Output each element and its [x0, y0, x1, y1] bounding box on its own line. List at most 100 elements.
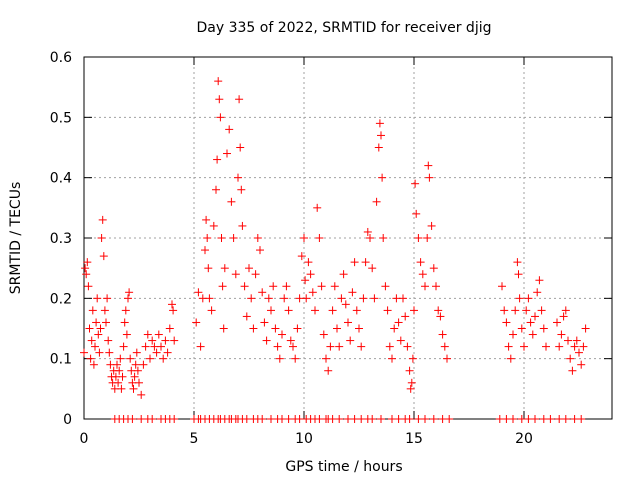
data-point: [333, 324, 341, 333]
data-point: [81, 264, 90, 273]
data-point: [256, 246, 264, 255]
data-point: [361, 258, 370, 267]
data-point: [572, 336, 581, 345]
data-point: [498, 282, 506, 291]
data-point: [227, 197, 236, 206]
zero-data-point: [509, 415, 517, 423]
data-point: [202, 215, 211, 224]
data-point: [135, 378, 143, 387]
data-point: [126, 354, 135, 363]
data-point: [165, 324, 174, 333]
data-point: [313, 203, 322, 212]
data-point: [223, 149, 231, 158]
data-point: [219, 324, 228, 333]
data-point: [414, 234, 423, 242]
data-point: [566, 354, 575, 363]
data-point: [130, 372, 139, 381]
data-point: [401, 312, 410, 321]
data-point: [555, 342, 564, 351]
data-point: [517, 324, 526, 333]
data-point: [350, 258, 359, 267]
data-point: [330, 282, 339, 291]
data-point: [399, 294, 407, 303]
zero-data-point: [258, 415, 267, 423]
data-point: [80, 348, 88, 357]
data-point: [405, 366, 414, 375]
data-point: [388, 354, 396, 363]
data-point: [89, 360, 98, 369]
data-point: [581, 324, 590, 333]
zero-data-point: [128, 415, 137, 423]
data-point: [201, 246, 209, 255]
data-point: [515, 294, 524, 303]
data-point: [129, 384, 138, 393]
data-point: [289, 342, 297, 351]
data-point: [344, 318, 352, 327]
data-point: [559, 312, 568, 321]
data-point: [511, 306, 520, 315]
data-point: [381, 282, 390, 291]
zero-data-point: [368, 415, 377, 423]
data-point: [568, 366, 577, 375]
data-point: [204, 264, 213, 273]
data-point: [412, 209, 421, 218]
data-point: [238, 221, 247, 230]
data-point: [502, 318, 511, 327]
data-point: [539, 324, 548, 333]
data-point: [132, 348, 141, 357]
data-point: [98, 215, 107, 224]
data-point: [372, 197, 381, 206]
data-point: [375, 119, 384, 128]
data-point: [97, 234, 106, 242]
zero-data-point: [561, 415, 570, 423]
data-point: [423, 234, 432, 242]
data-point: [406, 384, 415, 393]
data-point: [131, 360, 140, 369]
data-point: [383, 306, 392, 315]
data-point: [363, 227, 372, 236]
data-point: [513, 258, 522, 267]
data-point: [196, 342, 205, 351]
data-point: [374, 143, 383, 152]
data-point: [418, 270, 427, 279]
data-point: [570, 342, 579, 351]
data-point: [273, 342, 282, 351]
zero-data-point: [405, 415, 414, 423]
data-point: [284, 306, 293, 315]
data-point: [328, 306, 337, 315]
data-point: [203, 234, 212, 242]
data-point: [251, 270, 260, 279]
data-point: [370, 294, 379, 303]
data-point: [95, 348, 104, 357]
zero-data-point: [421, 415, 429, 423]
x-tick-label: 0: [80, 431, 89, 447]
y-tick-label: 0.2: [50, 291, 72, 307]
data-point: [269, 282, 278, 291]
data-point: [322, 354, 330, 363]
data-point: [403, 342, 412, 351]
data-point: [440, 342, 449, 351]
data-point: [100, 306, 109, 315]
data-point: [139, 360, 148, 369]
data-point: [102, 318, 110, 327]
data-point: [159, 354, 168, 363]
data-point: [304, 258, 313, 267]
data-point: [220, 264, 229, 273]
data-point: [122, 330, 131, 339]
data-point: [88, 306, 97, 315]
data-point: [346, 336, 355, 345]
data-point: [231, 270, 240, 279]
data-point: [258, 288, 267, 297]
data-point: [275, 354, 284, 363]
zero-data-point: [335, 415, 344, 423]
data-point: [410, 306, 418, 315]
zero-data-point: [531, 415, 539, 423]
data-point: [300, 234, 308, 242]
data-point: [514, 270, 523, 279]
data-point: [335, 342, 344, 351]
data-point: [120, 318, 129, 327]
data-point: [217, 234, 226, 242]
data-point: [436, 312, 445, 321]
data-point: [245, 264, 253, 273]
data-point: [326, 342, 335, 351]
